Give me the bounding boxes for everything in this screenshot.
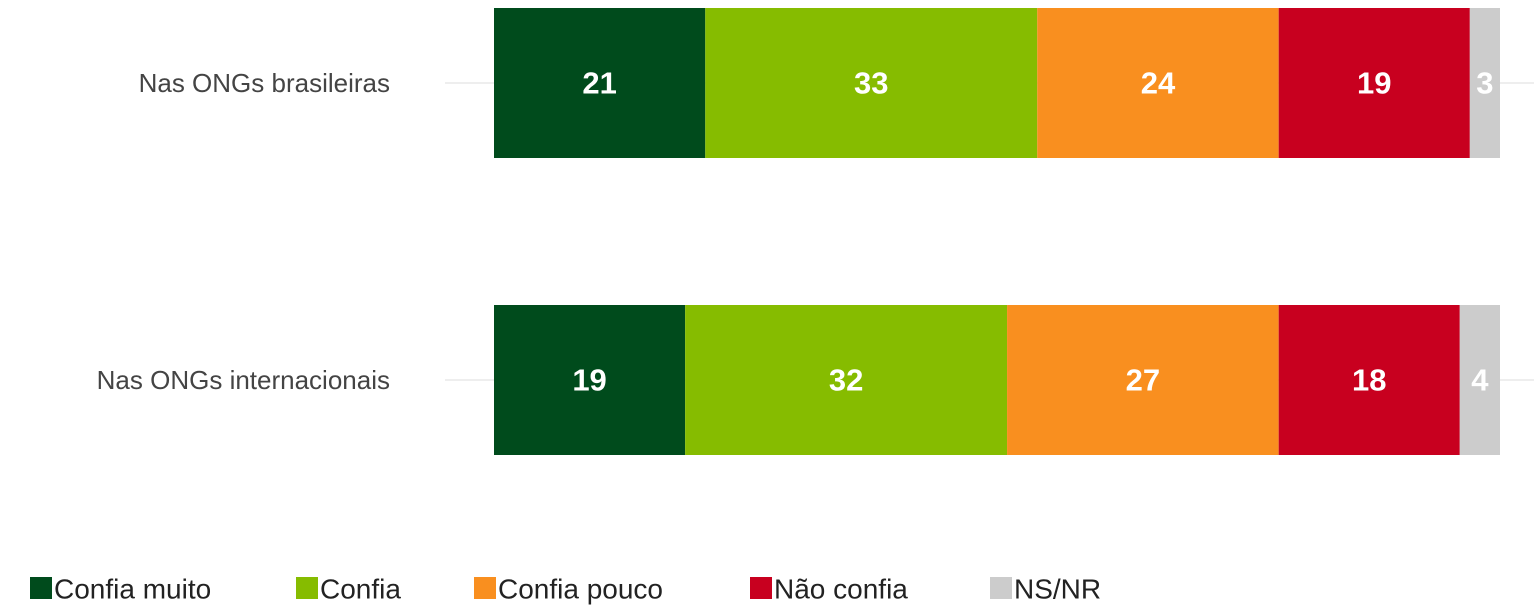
legend-label: Confia pouco xyxy=(498,574,663,605)
value-label: 19 xyxy=(1357,66,1391,101)
legend-swatch xyxy=(750,577,772,599)
bar-segment xyxy=(1278,305,1460,455)
value-label: 32 xyxy=(829,363,863,398)
bar-segment xyxy=(1459,305,1500,455)
value-label: 18 xyxy=(1352,363,1386,398)
bar-segment xyxy=(1469,8,1500,158)
bar-segment xyxy=(494,305,686,455)
legend-label: Confia muito xyxy=(54,574,211,605)
legend-label: NS/NR xyxy=(1014,574,1101,605)
value-label: 3 xyxy=(1476,66,1493,101)
value-label: 19 xyxy=(572,363,606,398)
bar-segment xyxy=(685,305,1008,455)
legend-label: Não confia xyxy=(774,574,908,605)
bar-segment xyxy=(1278,8,1470,158)
value-label: 33 xyxy=(854,66,888,101)
value-label: 27 xyxy=(1126,363,1160,398)
legend-swatch xyxy=(990,577,1012,599)
bar-segment xyxy=(705,8,1038,158)
bar-segment xyxy=(1007,305,1279,455)
legend-swatch xyxy=(30,577,52,599)
value-label: 21 xyxy=(582,66,616,101)
bar-segment xyxy=(494,8,706,158)
category-label: Nas ONGs internacionais xyxy=(97,365,390,395)
legend-label: Confia xyxy=(320,574,401,605)
bar-segment xyxy=(1037,8,1279,158)
value-label: 4 xyxy=(1471,363,1489,398)
legend-swatch xyxy=(296,577,318,599)
legend-swatch xyxy=(474,577,496,599)
value-label: 24 xyxy=(1141,66,1176,101)
category-label: Nas ONGs brasileiras xyxy=(139,68,390,98)
